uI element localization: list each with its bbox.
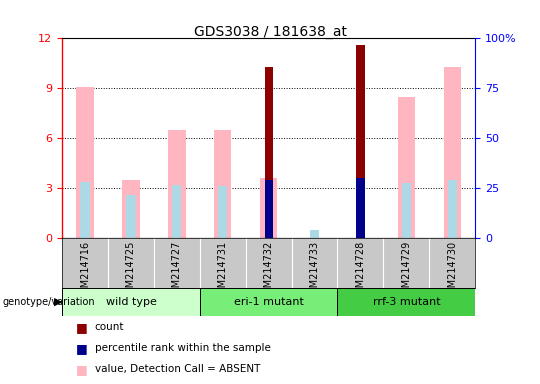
Text: ■: ■ <box>76 363 87 376</box>
Text: ■: ■ <box>76 342 87 355</box>
Bar <box>62 288 200 316</box>
Text: rrf-3 mutant: rrf-3 mutant <box>373 297 440 307</box>
Bar <box>448 180 457 238</box>
Text: GSM214727: GSM214727 <box>172 240 182 300</box>
Bar <box>265 67 273 238</box>
Bar <box>338 288 475 316</box>
Text: GSM214732: GSM214732 <box>264 240 274 300</box>
Text: GDS3038 / 181638_at: GDS3038 / 181638_at <box>193 25 347 39</box>
Text: count: count <box>94 322 124 332</box>
Text: ■: ■ <box>76 321 87 334</box>
Bar <box>122 180 140 238</box>
Bar <box>80 182 90 238</box>
Bar <box>443 67 461 238</box>
Bar <box>126 195 136 238</box>
Bar <box>260 178 278 238</box>
Bar <box>76 87 94 238</box>
Text: genotype/variation: genotype/variation <box>3 297 96 307</box>
Text: value, Detection Call = ABSENT: value, Detection Call = ABSENT <box>94 364 260 374</box>
Bar <box>172 185 181 238</box>
Bar <box>356 45 365 238</box>
Bar <box>402 183 411 238</box>
Bar <box>200 288 338 316</box>
Bar <box>214 130 232 238</box>
Text: GSM214729: GSM214729 <box>401 240 411 300</box>
Bar <box>310 230 319 238</box>
Text: eri-1 mutant: eri-1 mutant <box>234 297 303 307</box>
Text: GSM214728: GSM214728 <box>355 240 366 300</box>
Bar <box>397 97 415 238</box>
Bar <box>168 130 186 238</box>
Text: GSM214730: GSM214730 <box>447 240 457 300</box>
Bar <box>218 187 227 238</box>
Text: percentile rank within the sample: percentile rank within the sample <box>94 343 271 353</box>
Text: wild type: wild type <box>105 297 157 307</box>
Text: GSM214731: GSM214731 <box>218 240 228 300</box>
Text: ▶: ▶ <box>54 297 63 307</box>
Text: GSM214716: GSM214716 <box>80 240 90 300</box>
Bar <box>265 180 273 238</box>
Bar <box>356 178 365 238</box>
Text: GSM214725: GSM214725 <box>126 240 136 300</box>
Text: GSM214733: GSM214733 <box>309 240 320 300</box>
